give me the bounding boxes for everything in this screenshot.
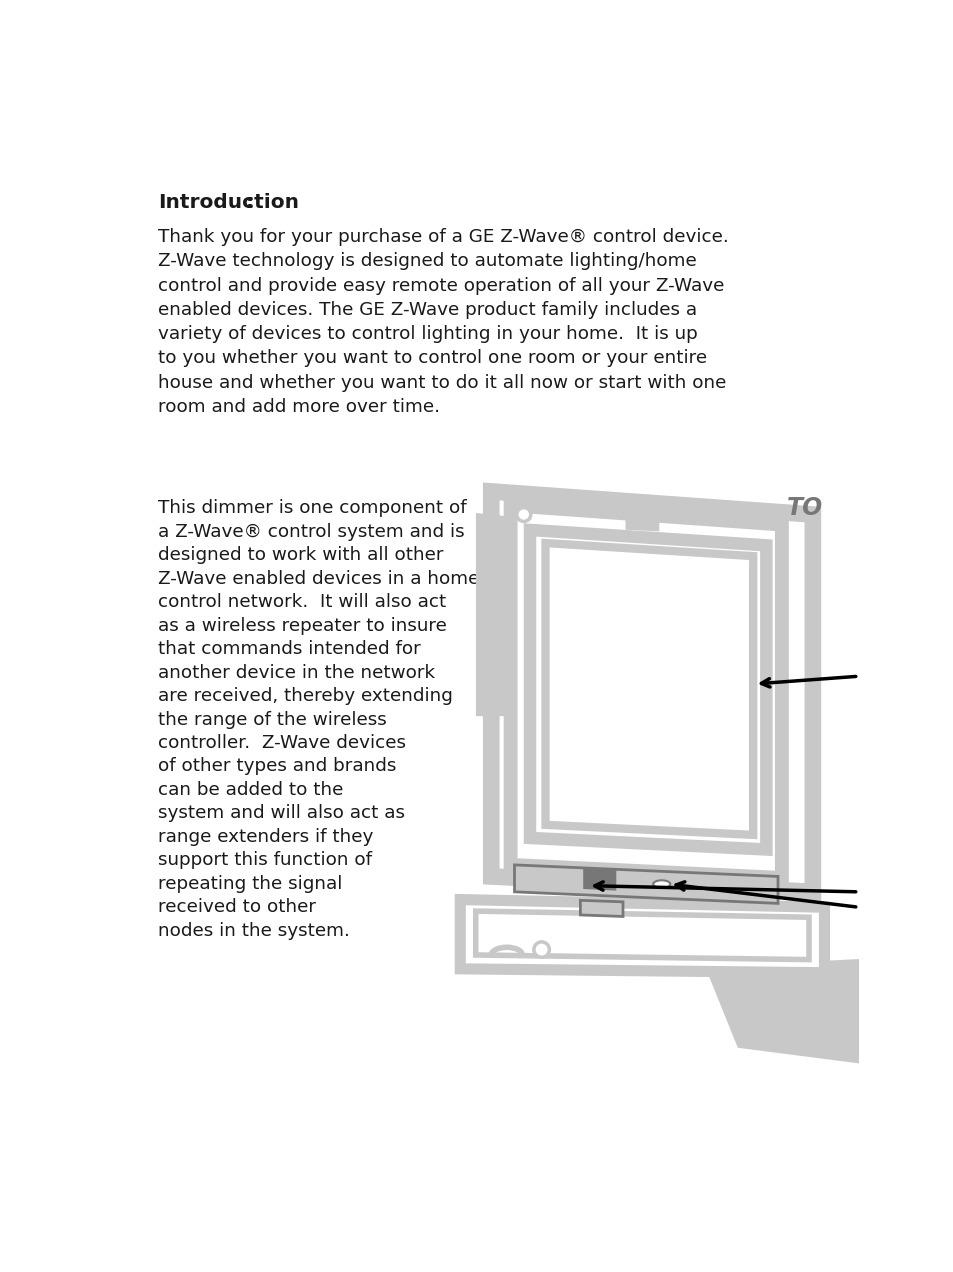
Polygon shape xyxy=(459,899,823,973)
Text: of other types and brands: of other types and brands xyxy=(158,757,395,776)
Text: system and will also act as: system and will also act as xyxy=(158,804,405,823)
Text: controller.  Z-Wave devices: controller. Z-Wave devices xyxy=(158,734,406,752)
Text: Introduction: Introduction xyxy=(158,192,298,211)
Circle shape xyxy=(534,941,549,958)
Text: control network.  It will also act: control network. It will also act xyxy=(158,593,446,611)
Polygon shape xyxy=(510,505,781,878)
Polygon shape xyxy=(476,911,808,959)
Polygon shape xyxy=(579,901,622,917)
Text: to you whether you want to control one room or your entire: to you whether you want to control one r… xyxy=(158,350,706,368)
Text: nodes in the system.: nodes in the system. xyxy=(158,922,350,940)
Polygon shape xyxy=(707,962,858,1061)
Text: Z-Wave technology is designed to automate lighting/home: Z-Wave technology is designed to automat… xyxy=(158,252,696,271)
Text: range extenders if they: range extenders if they xyxy=(158,828,373,846)
Text: :: : xyxy=(245,192,253,211)
Circle shape xyxy=(517,508,530,522)
Text: can be added to the: can be added to the xyxy=(158,781,343,799)
Polygon shape xyxy=(476,515,514,715)
Text: enabled devices. The GE Z-Wave product family includes a: enabled devices. The GE Z-Wave product f… xyxy=(158,301,697,319)
Text: that commands intended for: that commands intended for xyxy=(158,640,420,658)
Ellipse shape xyxy=(653,880,670,888)
Text: received to other: received to other xyxy=(158,898,315,916)
Text: room and add more over time.: room and add more over time. xyxy=(158,398,439,416)
Text: house and whether you want to do it all now or start with one: house and whether you want to do it all … xyxy=(158,374,725,392)
Text: another device in the network: another device in the network xyxy=(158,664,435,682)
Text: as a wireless repeater to insure: as a wireless repeater to insure xyxy=(158,617,446,635)
Text: control and provide easy remote operation of all your Z-Wave: control and provide easy remote operatio… xyxy=(158,276,723,295)
Text: Z-Wave enabled devices in a home: Z-Wave enabled devices in a home xyxy=(158,570,478,588)
Text: This dimmer is one component of: This dimmer is one component of xyxy=(158,499,466,518)
Text: are received, thereby extending: are received, thereby extending xyxy=(158,687,453,705)
Text: repeating the signal: repeating the signal xyxy=(158,875,342,893)
Text: the range of the wireless: the range of the wireless xyxy=(158,711,386,729)
Polygon shape xyxy=(530,530,765,850)
Text: variety of devices to control lighting in your home.  It is up: variety of devices to control lighting i… xyxy=(158,326,697,343)
Text: support this function of: support this function of xyxy=(158,851,372,870)
Text: TO: TO xyxy=(786,496,822,520)
Text: a Z-Wave® control system and is: a Z-Wave® control system and is xyxy=(158,523,464,541)
Polygon shape xyxy=(583,869,615,889)
Polygon shape xyxy=(514,865,778,903)
Text: designed to work with all other: designed to work with all other xyxy=(158,546,443,563)
Polygon shape xyxy=(626,505,658,530)
Polygon shape xyxy=(491,491,812,892)
Text: Thank you for your purchase of a GE Z-Wave® control device.: Thank you for your purchase of a GE Z-Wa… xyxy=(158,228,728,245)
Polygon shape xyxy=(545,543,753,834)
